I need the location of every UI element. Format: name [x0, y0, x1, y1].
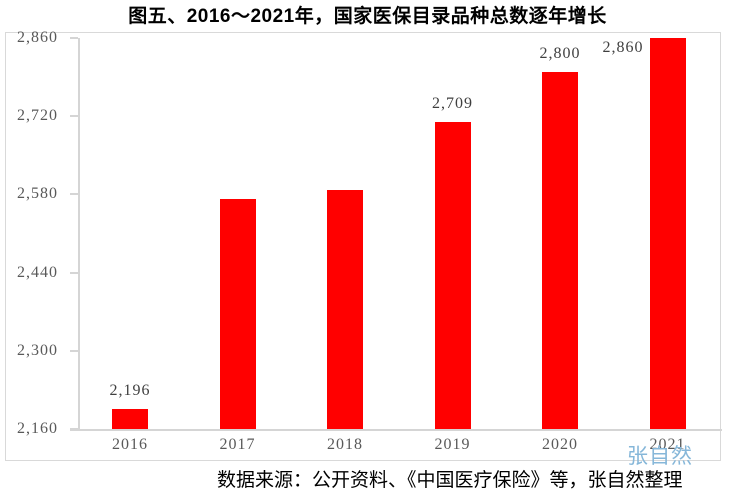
source-note: 数据来源：公开资料、《中国医疗保险》等，张自然整理	[217, 470, 683, 491]
chart-frame	[5, 32, 721, 461]
watermark-text: 张自然	[627, 444, 693, 468]
chart-title: 图五、2016～2021年，国家医保目录品种总数逐年增长	[128, 6, 607, 27]
